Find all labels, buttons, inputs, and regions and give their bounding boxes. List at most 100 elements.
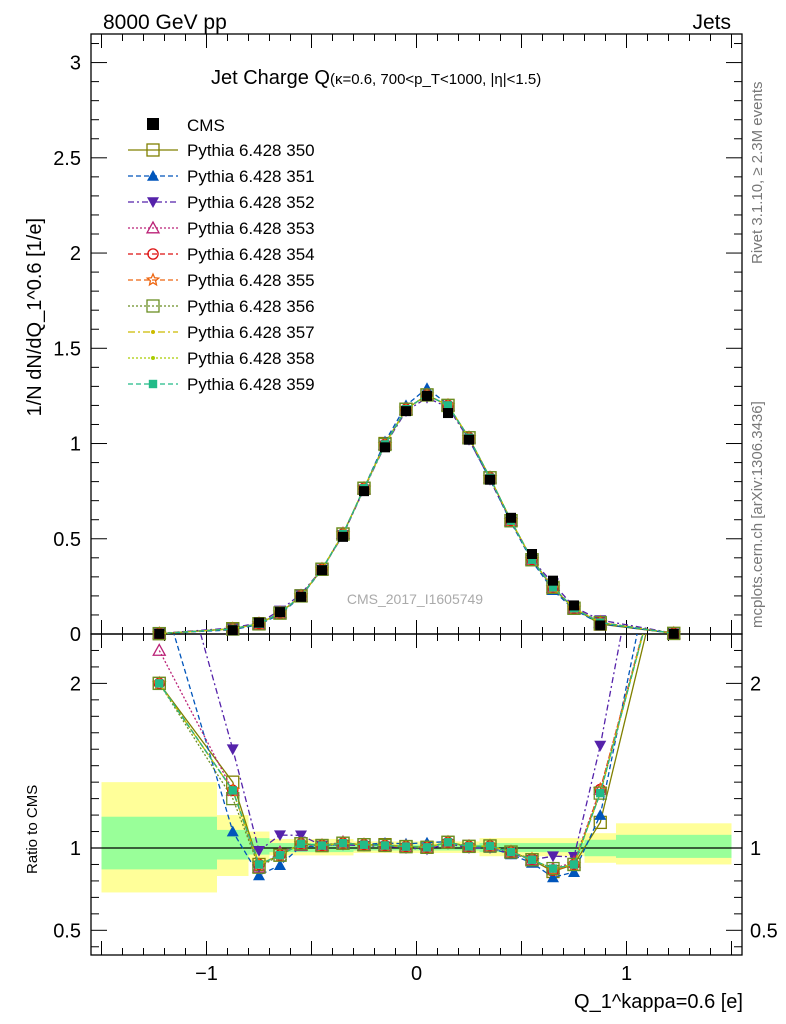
- y-tick-label: 2: [70, 243, 81, 265]
- series-point: [294, 589, 308, 603]
- cms-data-point: [254, 617, 264, 628]
- mcplots-reference-label: mcplots.cern.ch [arXiv:1306.3436]: [749, 401, 766, 628]
- series-ratio-point: [443, 838, 453, 847]
- series-ratio-point: [295, 830, 307, 842]
- series-ratio-point: [596, 788, 605, 798]
- cms-data-point: [338, 531, 348, 542]
- y-tick-label: 2.5: [53, 148, 81, 170]
- legend-marker-9: [151, 356, 155, 360]
- legend-label-2: Pythia 6.428 351: [187, 167, 315, 186]
- series-line-ratio: [173, 634, 638, 879]
- mc-series-layer: [151, 382, 682, 883]
- legend-label-8: Pythia 6.428 357: [187, 323, 315, 342]
- series-ratio-point: [317, 841, 327, 850]
- series-ratio-point: [525, 853, 539, 867]
- cms-data-point: [380, 442, 390, 453]
- series-point: [315, 562, 329, 576]
- series-ratio-point: [504, 845, 518, 859]
- ratio-y-axis-label: Ratio to CMS: [24, 785, 41, 874]
- cms-data-point: [506, 512, 516, 523]
- y-tick-label: 0.5: [53, 529, 81, 551]
- series-ratio-point: [296, 839, 306, 848]
- x-tick-label: 1: [621, 963, 632, 985]
- x-tick-label: −1: [195, 963, 218, 985]
- cms-data-layer: [154, 390, 679, 639]
- series-ratio-point: [228, 786, 237, 795]
- series-ratio-point: [547, 871, 559, 883]
- series-ratio-point: [547, 851, 559, 863]
- legend: CMS Pythia 6.428 350 Pythia 6.428 351 Pythi…: [128, 116, 315, 394]
- series-ratio-point: [527, 855, 537, 864]
- header-process-label: Jets: [692, 11, 731, 34]
- cms-data-point: [227, 625, 238, 636]
- plot-title-main: Jet Charge Q: [211, 67, 330, 89]
- plot-title-detail: (κ=0.6, 700<p_T<1000, |η|<1.5): [330, 71, 541, 88]
- legend-marker-4: [145, 220, 161, 234]
- ratio-y-tick-label-right: 2: [750, 673, 761, 695]
- cms-data-point: [527, 549, 537, 559]
- legend-label-3: Pythia 6.428 352: [187, 193, 315, 212]
- series-ratio-point: [253, 869, 265, 881]
- rivet-version-label: Rivet 3.1.10, ≥ 2.3M events: [749, 82, 766, 265]
- cms-data-point: [401, 406, 411, 417]
- series-ratio-point: [380, 841, 390, 850]
- series-ratio-point: [274, 830, 286, 842]
- series-ratio-point: [226, 744, 239, 756]
- series-point: [273, 606, 287, 620]
- cms-data-point: [154, 628, 165, 639]
- ratio-y-tick-label-right: 1: [750, 838, 761, 860]
- legend-marker-3: [147, 197, 159, 208]
- cms-data-point: [464, 434, 474, 445]
- ratio-y-tick-label: 0.5: [53, 920, 81, 942]
- series-ratio-point: [568, 866, 580, 877]
- y-tick-label: 0: [70, 624, 81, 646]
- x-tick-label: 0: [411, 963, 422, 985]
- cms-data-point: [668, 628, 679, 639]
- series-ratio-point: [155, 679, 164, 688]
- legend-marker-5: [147, 248, 159, 260]
- cms-data-point: [275, 607, 285, 618]
- series-ratio-point: [273, 848, 287, 862]
- series-ratio-point: [359, 840, 369, 849]
- series-ratio-point: [594, 809, 607, 820]
- series-line-ratio: [199, 634, 622, 861]
- series-ratio-point: [546, 861, 560, 876]
- series-ratio-point: [506, 847, 516, 857]
- x-axis-label: Q_1^kappa=0.6 [e]: [574, 991, 743, 1013]
- cms-data-point: [485, 474, 495, 485]
- legend-label-4: Pythia 6.428 353: [187, 219, 315, 238]
- main-y-axis-label: 1/N dN/dQ_1^0.6 [1/e]: [24, 218, 46, 416]
- series-point: [548, 583, 558, 592]
- legend-label-6: Pythia 6.428 355: [187, 271, 315, 290]
- cms-data-point: [443, 408, 453, 419]
- series-ratio-point: [422, 843, 432, 852]
- legend-label-1: Pythia 6.428 350: [187, 141, 315, 160]
- series-ratio-point: [226, 825, 239, 837]
- cms-data-point: [359, 486, 369, 497]
- legend-marker-2: [147, 170, 159, 181]
- legend-label-5: Pythia 6.428 354: [187, 245, 315, 264]
- axes-frame: −1 0 1 0 0.5 1 1.5 2 2.5 3 0.5 0.5 1 1 2 2: [53, 33, 778, 985]
- cms-data-point: [317, 565, 327, 576]
- legend-marker-6: [145, 272, 161, 287]
- cms-data-point: [548, 575, 558, 586]
- ratio-y-tick-label: 2: [70, 673, 81, 695]
- legend-label-cms: CMS: [187, 116, 225, 135]
- y-tick-label: 1.5: [53, 338, 81, 360]
- legend-label-10: Pythia 6.428 359: [187, 375, 315, 394]
- series-point: [420, 388, 434, 402]
- legend-marker-10: [148, 379, 158, 389]
- series-ratio-point: [441, 835, 455, 849]
- analysis-watermark: CMS_2017_I1605749: [347, 591, 483, 607]
- series-point: [527, 555, 537, 564]
- series-ratio-point: [485, 841, 495, 851]
- legend-marker-7: [146, 299, 160, 313]
- legend-label-9: Pythia 6.428 358: [187, 349, 315, 368]
- series-ratio-point: [275, 850, 285, 860]
- ratio-y-tick-label: 1: [70, 838, 81, 860]
- cms-data-point: [595, 620, 606, 631]
- series-ratio-point: [152, 676, 166, 691]
- cms-data-point: [422, 390, 432, 401]
- cms-data-point: [569, 600, 579, 611]
- y-tick-label: 1: [70, 434, 81, 456]
